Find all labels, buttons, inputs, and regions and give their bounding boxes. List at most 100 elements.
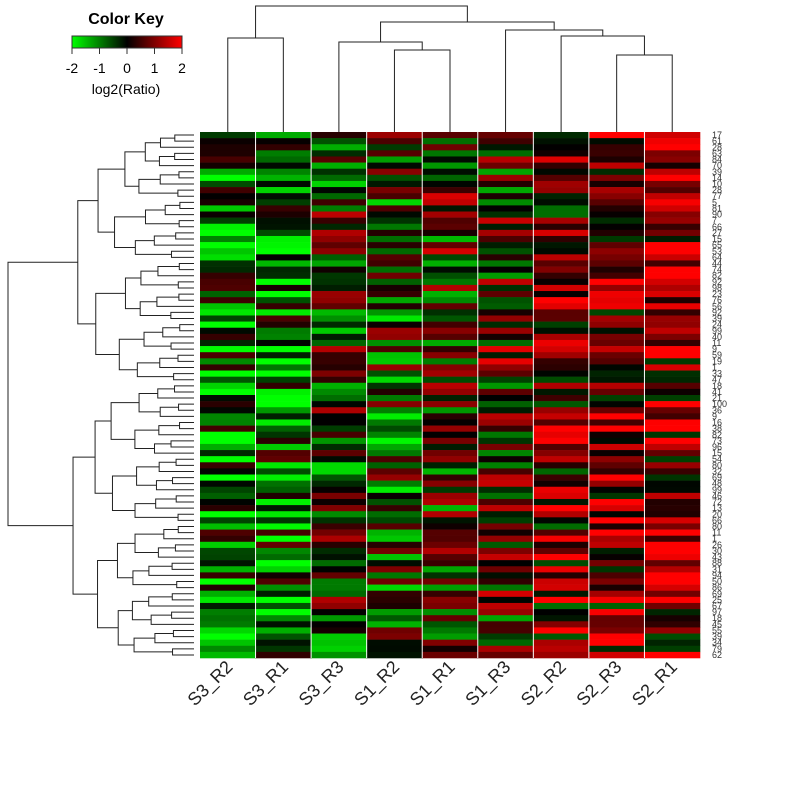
heatmap-cell bbox=[477, 272, 534, 280]
heatmap-cell bbox=[644, 468, 701, 475]
heatmap-cell bbox=[644, 395, 701, 402]
heatmap-cell bbox=[644, 541, 701, 549]
heatmap-cell bbox=[255, 193, 312, 200]
row-label: 66 bbox=[712, 222, 722, 232]
column-dendrogram-branch bbox=[560, 35, 645, 132]
heatmap-cell bbox=[311, 229, 367, 237]
heatmap-cell bbox=[366, 566, 423, 573]
heatmap-cell bbox=[588, 615, 645, 622]
row-dendrogram-branch bbox=[179, 324, 194, 332]
row-label: 63 bbox=[712, 148, 722, 158]
heatmap-cell bbox=[311, 315, 367, 322]
heatmap-cell bbox=[477, 572, 534, 579]
heatmap-cell bbox=[422, 291, 479, 298]
heatmap-cell bbox=[644, 211, 701, 218]
heatmap-cell bbox=[311, 492, 367, 500]
heatmap-cell bbox=[422, 156, 479, 163]
heatmap-cell bbox=[200, 156, 256, 163]
heatmap-cell bbox=[200, 199, 256, 206]
heatmap-cell bbox=[200, 578, 256, 585]
heatmap-cell bbox=[255, 174, 312, 182]
heatmap-cell bbox=[533, 431, 590, 439]
heatmap-cell bbox=[533, 437, 590, 445]
heatmap-cell bbox=[311, 505, 367, 512]
row-label: 74 bbox=[712, 265, 722, 275]
heatmap-cell bbox=[533, 187, 590, 194]
heatmap-cell bbox=[255, 486, 312, 494]
heatmap-cell bbox=[311, 211, 367, 218]
heatmap-cell bbox=[311, 199, 367, 206]
heatmap-cell bbox=[477, 315, 534, 322]
row-label: 46 bbox=[712, 491, 722, 501]
heatmap-cell bbox=[366, 266, 423, 273]
heatmap-cell bbox=[588, 235, 645, 243]
row-dendrogram-branch bbox=[159, 357, 194, 368]
heatmap-cell bbox=[422, 254, 479, 261]
heatmap-cell bbox=[366, 303, 423, 310]
heatmap-cell bbox=[311, 266, 367, 273]
heatmap-cell bbox=[422, 413, 479, 420]
heatmap-cell bbox=[255, 541, 312, 549]
heatmap-cell bbox=[311, 413, 367, 420]
heatmap-cell bbox=[533, 517, 590, 524]
heatmap-cell bbox=[366, 217, 423, 225]
heatmap-cell bbox=[477, 150, 534, 157]
heatmap-cell bbox=[422, 462, 479, 469]
heatmap-cell bbox=[200, 535, 256, 543]
heatmap-cell bbox=[533, 505, 590, 512]
heatmap-cell bbox=[588, 431, 645, 439]
heatmap-cell bbox=[477, 382, 534, 390]
heatmap-cell bbox=[477, 303, 534, 310]
heatmap-cell bbox=[366, 474, 423, 481]
heatmap-cell bbox=[200, 138, 256, 145]
heatmap-cell bbox=[644, 462, 701, 469]
row-label: 92 bbox=[712, 277, 722, 287]
heatmap-cell bbox=[533, 333, 590, 341]
heatmap-cell bbox=[533, 621, 590, 628]
heatmap-cell bbox=[477, 431, 534, 439]
heatmap-cell bbox=[588, 346, 645, 353]
heatmap-cell bbox=[422, 333, 479, 341]
heatmap-cell bbox=[588, 364, 645, 371]
heatmap-cell bbox=[422, 284, 479, 292]
heatmap-cell bbox=[477, 425, 534, 432]
heatmap-cell bbox=[366, 419, 423, 426]
heatmap-cell bbox=[200, 211, 256, 218]
row-dendrogram-branch bbox=[136, 362, 174, 378]
heatmap-cell bbox=[255, 205, 312, 212]
heatmap-cell bbox=[200, 358, 256, 365]
heatmap-cell bbox=[200, 382, 256, 390]
heatmap-cell bbox=[200, 419, 256, 426]
heatmap-cell bbox=[588, 651, 645, 659]
heatmap-cell bbox=[588, 132, 645, 139]
heatmap-cell bbox=[422, 474, 479, 481]
heatmap-cell bbox=[255, 364, 312, 371]
heatmap-cell bbox=[311, 187, 367, 194]
heatmap-cell bbox=[200, 297, 256, 304]
heatmap-cell bbox=[311, 474, 367, 481]
row-dendrogram-branch bbox=[178, 171, 194, 179]
heatmap-cell bbox=[200, 505, 256, 512]
heatmap-cell bbox=[477, 156, 534, 163]
heatmap-cell bbox=[422, 260, 479, 267]
row-label: 1 bbox=[712, 534, 717, 544]
heatmap-cell bbox=[533, 425, 590, 432]
heatmap-cell bbox=[255, 333, 312, 341]
heatmap-cell bbox=[644, 474, 701, 481]
heatmap-cell bbox=[200, 370, 256, 377]
heatmap-cell bbox=[588, 266, 645, 273]
heatmap-cell bbox=[366, 248, 423, 255]
heatmap-cell bbox=[366, 633, 423, 640]
heatmap-cell bbox=[200, 566, 256, 573]
column-dendrogram-branch bbox=[393, 49, 451, 132]
heatmap-cell bbox=[366, 272, 423, 280]
heatmap-cell bbox=[255, 278, 312, 286]
heatmap-cell bbox=[255, 498, 312, 506]
heatmap-cell bbox=[255, 602, 312, 610]
heatmap-cell bbox=[366, 523, 423, 530]
heatmap-cell bbox=[422, 388, 479, 396]
heatmap-cell bbox=[644, 517, 701, 524]
heatmap-cell bbox=[533, 162, 590, 169]
row-dendrogram-branch bbox=[97, 168, 125, 233]
heatmap-cell bbox=[311, 443, 367, 451]
